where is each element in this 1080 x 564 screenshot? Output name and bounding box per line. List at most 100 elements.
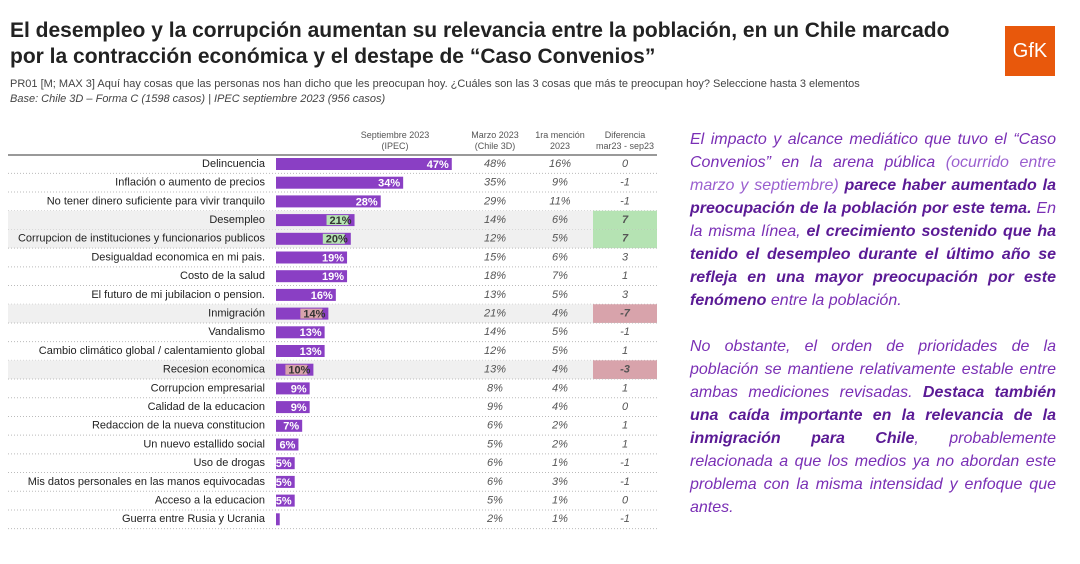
table-cell: 3 — [622, 251, 629, 263]
value-label: 5% — [276, 458, 292, 470]
value-label: 34% — [378, 178, 400, 190]
label-box — [326, 215, 349, 226]
logo: GfK — [1005, 26, 1055, 76]
table-cell: 1 — [622, 345, 628, 357]
table-cell: 4% — [552, 401, 568, 413]
table-cell: 2% — [486, 513, 503, 525]
table-cell: 14% — [484, 326, 506, 338]
bar — [276, 382, 310, 395]
table-cell: 5% — [487, 438, 503, 450]
category-label: Redaccion de la nueva constitucion — [92, 420, 265, 432]
text-run: El impacto y alcance mediático que tuvo … — [690, 131, 1056, 171]
table-cell: 12% — [484, 233, 506, 245]
table-cell: 6% — [487, 457, 503, 469]
value-label: 19% — [322, 252, 344, 264]
table-cell: -1 — [620, 476, 630, 488]
table-cell: 2% — [551, 438, 568, 450]
table-cell: 1% — [552, 513, 568, 525]
table-cell: 5% — [487, 495, 503, 507]
category-label: Uso de drogas — [193, 457, 265, 469]
category-label: Desempleo — [209, 214, 265, 226]
value-label: 14% — [303, 309, 325, 321]
category-label: Calidad de la educacion — [148, 401, 265, 413]
table-cell: 1% — [552, 495, 568, 507]
table-cell: 0 — [622, 158, 629, 170]
category-label: Mis datos personales en las manos equivo… — [28, 476, 266, 488]
bar — [276, 475, 295, 488]
table-cell: 7% — [552, 270, 568, 282]
table-cell: 1 — [622, 382, 628, 394]
question: PR01 [M; MAX 3] Aquí hay cosas que las p… — [10, 78, 860, 90]
value-label: 10% — [288, 365, 310, 377]
diff-highlight — [593, 229, 657, 249]
bar — [276, 270, 348, 283]
table-cell: 7 — [622, 214, 629, 226]
value-label: 47% — [427, 159, 449, 171]
value-label: 19% — [322, 271, 344, 283]
bar — [276, 195, 381, 208]
value-label: 28% — [356, 196, 378, 208]
column-header: 1ra mención 2023 — [535, 130, 585, 151]
column-header: Septiembre 2023 (IPEC) — [361, 130, 430, 151]
table-cell: -3 — [620, 364, 630, 376]
table-cell: 13% — [484, 289, 506, 301]
diff-highlight — [593, 360, 657, 380]
table-cell: 13% — [484, 364, 506, 376]
bar — [276, 457, 295, 470]
bar — [276, 494, 295, 507]
table-cell: 2% — [551, 420, 568, 432]
table-cell: 15% — [484, 251, 506, 263]
table-cell: 3 — [622, 289, 629, 301]
value-label: 13% — [300, 346, 322, 358]
label-box — [322, 233, 345, 244]
diff-highlight — [593, 210, 657, 230]
text-run: (ocurrido entre marzo y septiembre) — [690, 154, 1056, 194]
table-cell: 4% — [552, 308, 568, 320]
table-cell: -1 — [620, 513, 630, 525]
table-cell: 6% — [552, 251, 568, 263]
category-label: El futuro de mi jubilacion o pension. — [91, 289, 265, 301]
table-cell: 14% — [484, 214, 506, 226]
table-cell: 16% — [549, 158, 571, 170]
value-label: 9% — [291, 383, 307, 395]
bar — [276, 158, 452, 170]
category-label: Costo de la salud — [180, 270, 265, 282]
bar — [276, 326, 325, 339]
category-label: Vandalismo — [208, 326, 265, 338]
bar — [276, 176, 404, 189]
category-label: No tener dinero suficiente para vivir tr… — [47, 195, 265, 207]
label-box — [285, 364, 308, 375]
value-label: 20% — [326, 234, 348, 246]
bar — [276, 345, 325, 357]
chart: Septiembre 2023 (IPEC) Marzo 2023 (Chile 3D… — [8, 130, 657, 530]
table-cell: 12% — [484, 345, 506, 357]
text-run: el crecimiento sostenido que ha tenido e… — [690, 223, 1056, 309]
base: Base: Chile 3D – Forma C (1598 casos) | … — [10, 93, 386, 105]
value-label: 7% — [283, 421, 299, 433]
column-header: Diferencia mar23 - sep23 — [596, 130, 654, 151]
table-cell: 11% — [549, 195, 570, 207]
value-label: 21% — [330, 215, 352, 227]
text-run: En la misma línea, — [690, 200, 1056, 240]
bar — [276, 419, 303, 432]
text-run: parece haber aumentado la preocupación d… — [690, 177, 1057, 217]
table-cell: 21% — [483, 308, 506, 320]
table-cell: 1 — [622, 270, 628, 282]
table-cell: 6% — [487, 476, 503, 488]
table-cell: 8% — [487, 382, 503, 394]
category-label: Un nuevo estallido social — [143, 438, 265, 450]
table-cell: -1 — [620, 195, 630, 207]
value-label: 5% — [276, 496, 292, 508]
table-cell: 5% — [552, 326, 568, 338]
table-cell: 6% — [487, 420, 503, 432]
bar — [276, 513, 280, 526]
table-cell: -1 — [620, 326, 630, 338]
table-cell: 5% — [552, 233, 568, 245]
category-label: Desigualdad economica en mi pais. — [91, 251, 265, 263]
table-cell: 1 — [622, 438, 628, 450]
paragraph: No obstante, el orden de prioridades de … — [690, 335, 1056, 519]
table-cell: 29% — [483, 195, 506, 207]
text-run: No obstante, el orden de prioridades de … — [690, 338, 1056, 401]
table-cell: 1 — [622, 420, 628, 432]
category-label: Corrupcion de instituciones y funcionari… — [18, 233, 266, 245]
